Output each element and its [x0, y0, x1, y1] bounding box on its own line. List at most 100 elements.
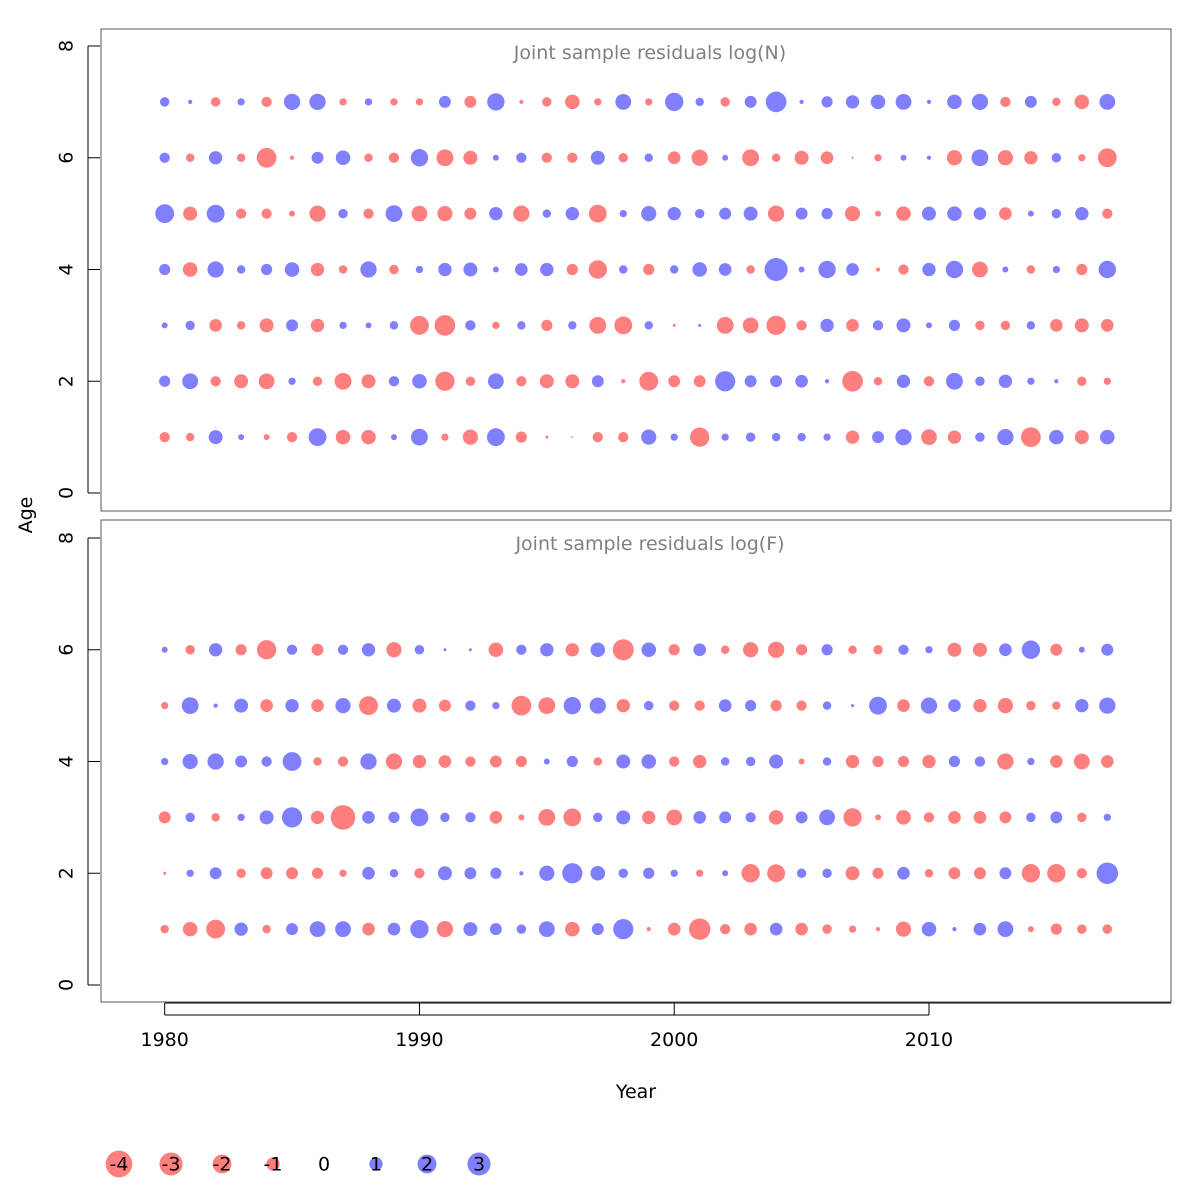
bubble-point — [1074, 94, 1090, 110]
bubble-point — [824, 379, 830, 384]
bubble-point — [360, 753, 377, 770]
bubble-point — [924, 869, 934, 878]
bubble-point — [589, 697, 606, 714]
bubble-point — [362, 866, 375, 880]
bubble-point — [286, 923, 299, 936]
bubble-point — [745, 432, 756, 442]
bubble-point — [745, 700, 757, 712]
bubble-point — [842, 370, 863, 392]
bubble-point — [256, 640, 277, 660]
bubble-point — [639, 371, 659, 391]
bubble-point — [260, 699, 273, 712]
bubble-point — [925, 646, 933, 654]
bubble-point — [693, 754, 707, 769]
bubble-point — [285, 698, 299, 713]
bubble-point — [339, 869, 347, 877]
bubble-point — [845, 754, 860, 769]
legend-label: -1 — [264, 1154, 283, 1176]
bubble-point — [286, 867, 299, 880]
bubble-point — [339, 98, 347, 106]
bubble-point — [261, 96, 272, 108]
bubble-point — [337, 756, 349, 767]
bubble-point — [389, 321, 399, 330]
bubble-point — [947, 430, 962, 444]
bubble-point — [643, 867, 655, 879]
bubble-point — [926, 322, 932, 329]
bubble-point — [312, 376, 323, 386]
bubble-point — [690, 427, 710, 447]
bubble-point — [1076, 868, 1087, 879]
bubble-point — [843, 808, 862, 827]
bubble-point — [896, 318, 911, 333]
bubble-point — [614, 316, 633, 335]
bubble-point — [798, 758, 805, 765]
bubble-point — [669, 265, 679, 274]
bubble-point — [234, 698, 249, 713]
legend-label: 1 — [370, 1154, 382, 1176]
bubble-point — [486, 428, 505, 447]
bubble-point — [820, 151, 834, 165]
legend-bubble — [105, 1150, 133, 1178]
bubble-point — [822, 868, 832, 878]
bubble-point — [719, 811, 732, 824]
bubble-point — [545, 435, 549, 439]
bubble-point — [1026, 812, 1036, 823]
bubble-point — [796, 644, 808, 656]
bubble-point — [872, 755, 884, 768]
bubble-point — [1049, 429, 1064, 445]
bubble-point — [1054, 379, 1059, 384]
bubble-point — [720, 645, 730, 654]
bubble-point — [692, 262, 707, 277]
bubble-point — [206, 204, 225, 223]
bubble-point — [744, 95, 757, 108]
bubble-point — [289, 155, 295, 160]
bubble-point — [822, 757, 832, 766]
bubble-point — [796, 700, 807, 711]
bubble-point — [948, 319, 961, 331]
bubble-point — [188, 99, 193, 104]
bubble-point — [668, 375, 681, 388]
bubble-point — [364, 98, 373, 106]
bubble-point — [896, 206, 911, 221]
bubble-point — [311, 151, 324, 164]
bubble-point — [238, 434, 245, 441]
bubble-point — [236, 153, 246, 162]
bubble-point — [1027, 210, 1034, 217]
bubble-point — [235, 755, 248, 768]
bubble-point — [209, 867, 222, 880]
bubble-point — [872, 320, 884, 331]
bubble-point — [619, 265, 628, 274]
bubble-point — [846, 263, 859, 276]
bubble-point — [360, 261, 377, 278]
bubble-point — [743, 206, 758, 221]
bubble-point — [693, 643, 707, 657]
bubble-point — [538, 697, 556, 715]
bubble-point — [462, 429, 478, 445]
y-tick-label: 8 — [56, 532, 78, 544]
bubble-point — [308, 428, 327, 447]
bubble-point — [745, 812, 756, 823]
bubble-point — [926, 99, 932, 104]
bubble-point — [615, 93, 632, 110]
bubble-point — [261, 263, 273, 276]
y-tick-label: 2 — [56, 867, 78, 879]
bubble-point — [667, 206, 681, 221]
bubble-point — [235, 644, 247, 656]
bubble-point — [438, 699, 451, 712]
bubble-point — [1052, 265, 1061, 274]
bubble-point — [311, 867, 324, 879]
bubble-point — [464, 207, 477, 220]
bubble-point — [616, 698, 630, 713]
bubble-point — [542, 97, 552, 107]
bubble-point — [644, 700, 654, 711]
bubble-point — [234, 374, 249, 389]
bubble-point — [1002, 266, 1009, 273]
bubble-point — [207, 261, 224, 278]
bubble-point — [897, 755, 910, 768]
bubble-point — [771, 432, 781, 442]
panel-2: Joint sample residuals log(F) 0 2 4 6 8 — [56, 519, 1172, 1003]
bubble-point — [388, 811, 400, 823]
bubble-point — [234, 922, 248, 936]
bubble-point — [541, 319, 553, 331]
bubble-point — [621, 379, 626, 384]
